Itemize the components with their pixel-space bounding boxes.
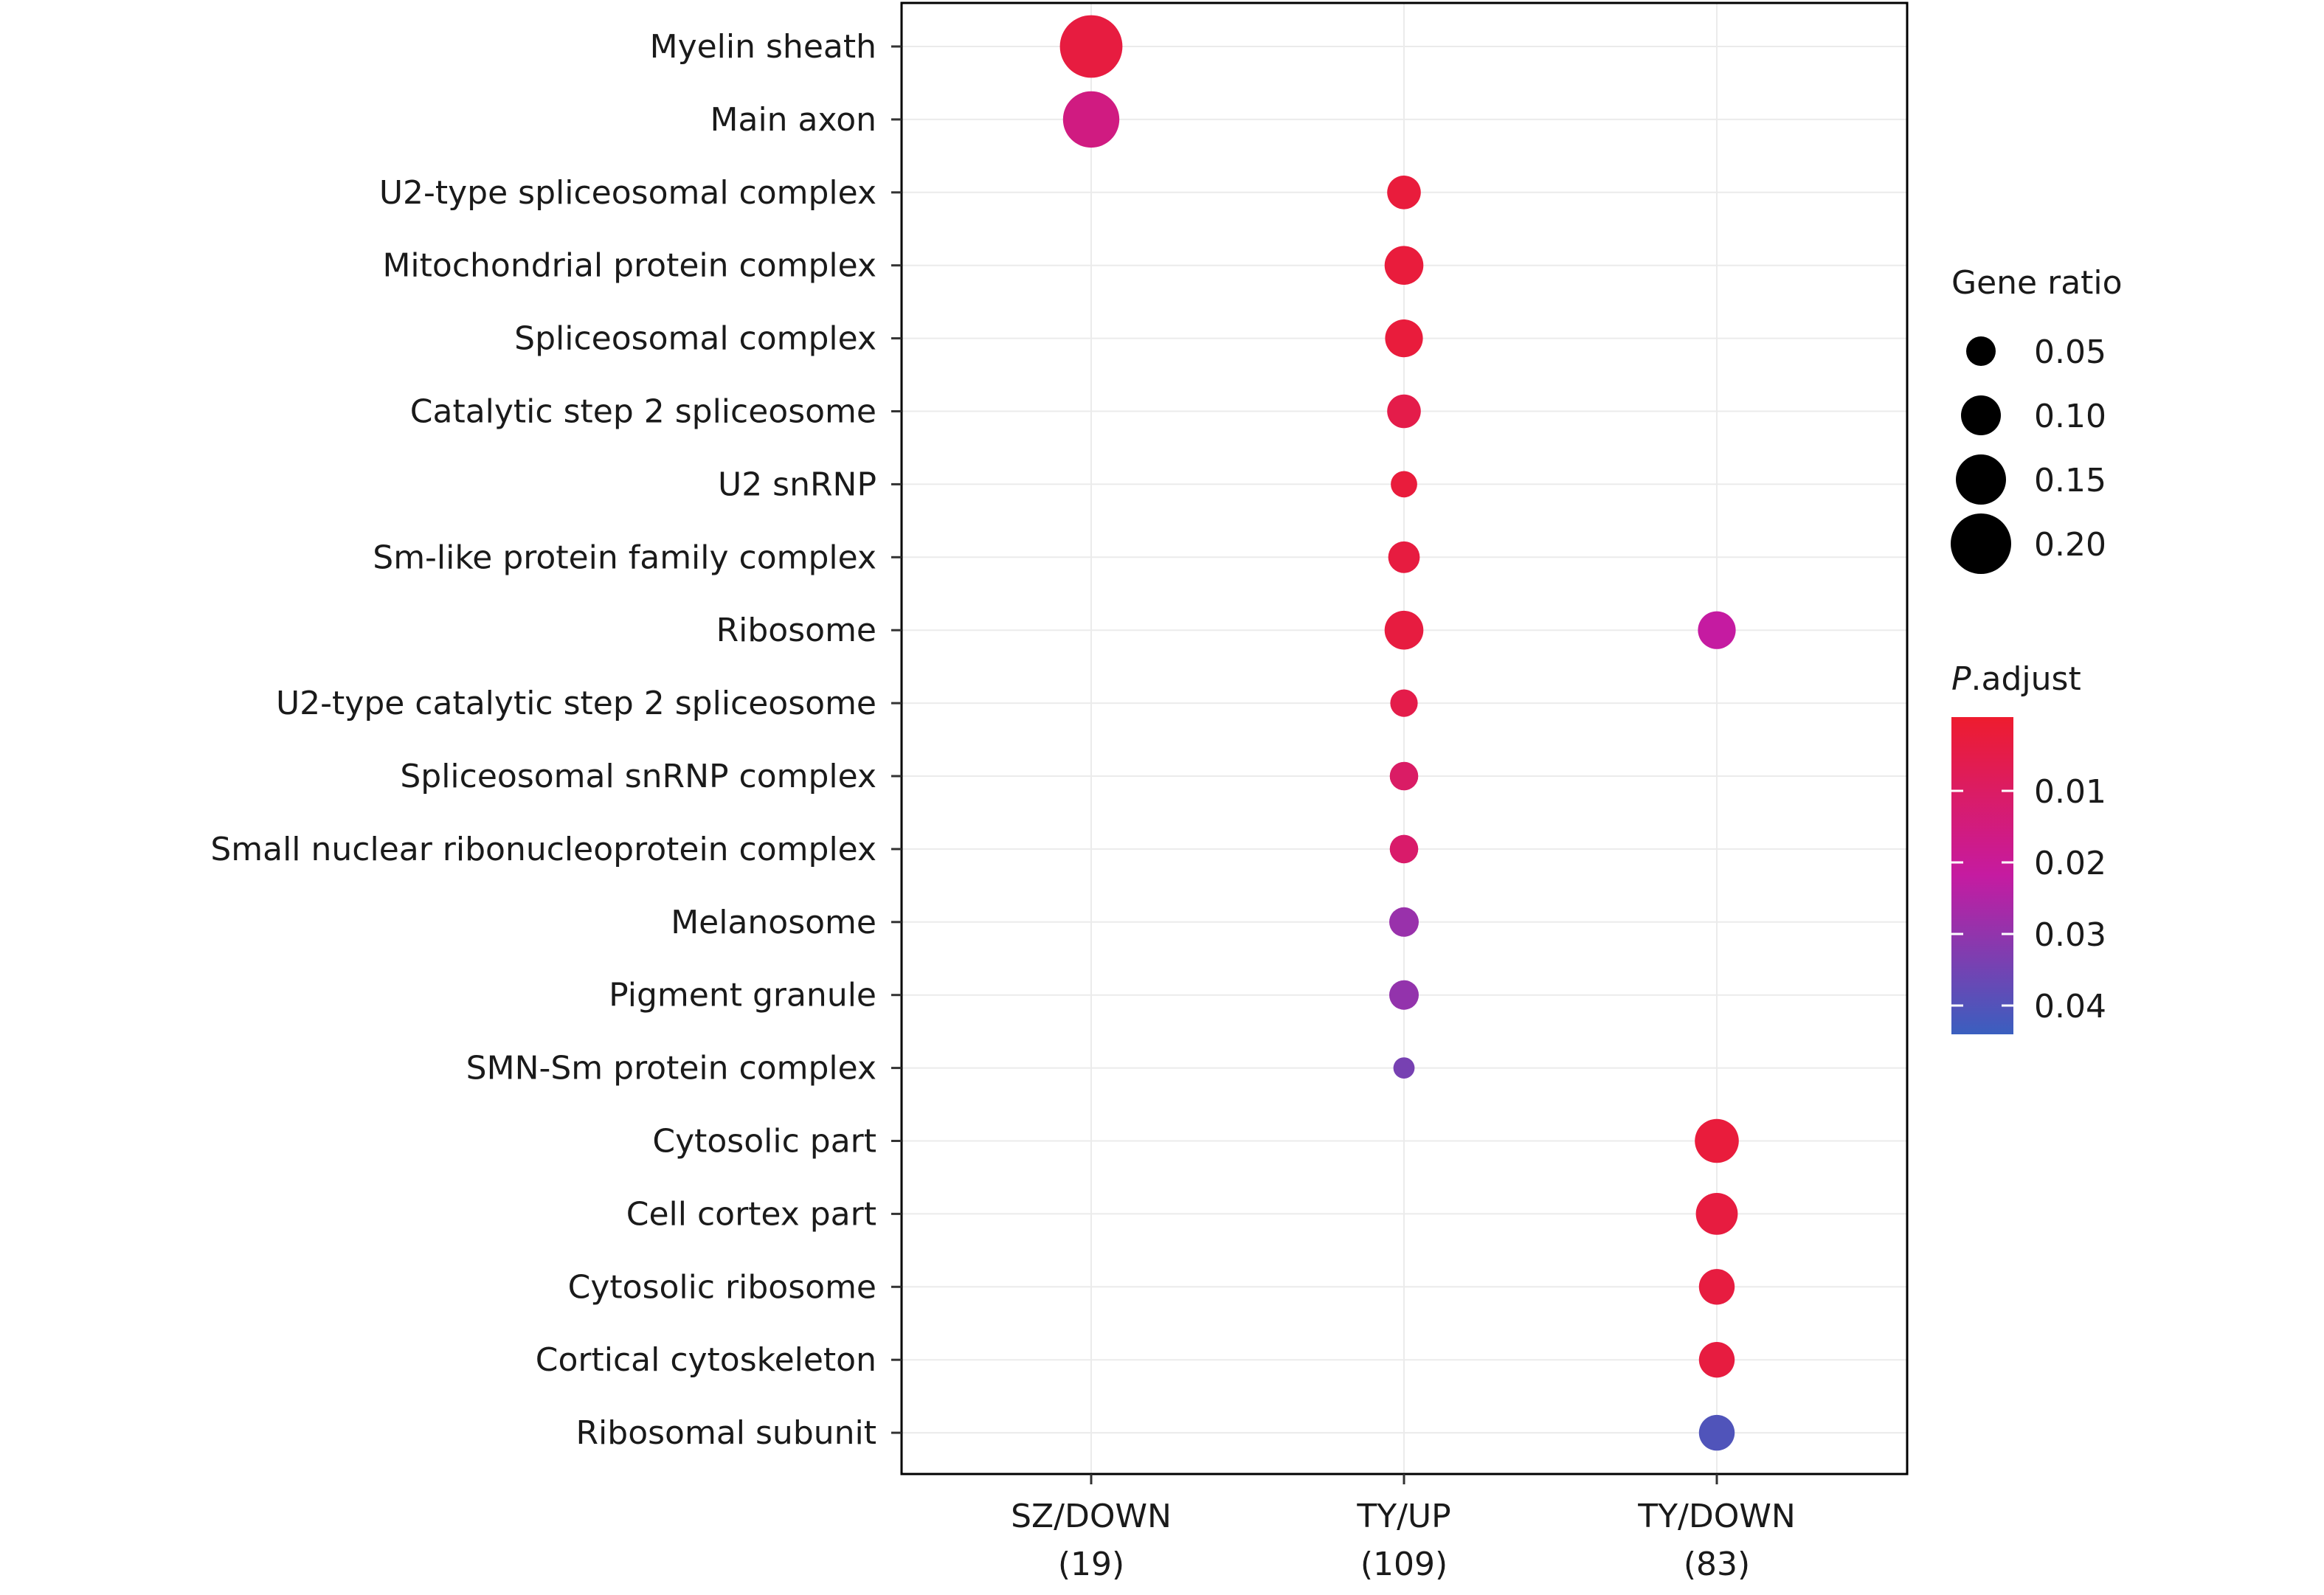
y-tick-label: Cell cortex part: [626, 1195, 876, 1233]
y-tick-label: Spliceosomal snRNP complex: [400, 758, 876, 795]
x-tick-label: TY/DOWN: [1637, 1498, 1796, 1535]
y-tick-label: Ribosome: [716, 612, 876, 649]
data-point: [1391, 471, 1417, 498]
data-point: [1698, 1342, 1735, 1378]
data-point: [1389, 907, 1419, 937]
y-tick-label: Main axon: [710, 101, 876, 139]
data-point: [1389, 761, 1419, 791]
data-point: [1389, 834, 1419, 864]
y-tick-label: Cytosolic part: [652, 1123, 876, 1160]
y-tick-label: Spliceosomal complex: [514, 320, 876, 358]
colorbar-tick-label: 0.01: [2034, 773, 2106, 811]
size-legend-dot: [1961, 395, 2001, 435]
y-tick-label: Cortical cytoskeleton: [536, 1341, 876, 1379]
size-legend-dot: [1951, 513, 2011, 574]
y-tick-label: Mitochondrial protein complex: [382, 247, 876, 285]
data-point: [1059, 15, 1123, 78]
x-axis: SZ/DOWN (19) TY/UP (109) TY/DOWN (83): [1011, 1474, 1796, 1583]
y-tick-label: SMN-Sm protein complex: [466, 1050, 876, 1087]
y-tick-label: Cytosolic ribosome: [568, 1268, 876, 1306]
x-tick-count: (109): [1360, 1546, 1448, 1583]
data-point: [1695, 1193, 1738, 1235]
data-point: [1388, 541, 1420, 573]
data-point: [1387, 175, 1421, 210]
y-tick-label: Pigment granule: [609, 977, 876, 1014]
y-tick-label: Sm-like protein family complex: [373, 539, 876, 576]
size-legend-title: Gene ratio: [1951, 264, 2123, 302]
colorbar: [1951, 717, 2013, 1034]
data-point: [1387, 394, 1421, 429]
y-tick-label: Catalytic step 2 spliceosome: [410, 393, 876, 431]
data-point: [1384, 246, 1424, 286]
y-tick-label: Ribosomal subunit: [575, 1414, 876, 1452]
colorbar-tick-label: 0.04: [2034, 988, 2106, 1025]
x-tick-label: TY/UP: [1356, 1498, 1450, 1535]
grid-lines: [902, 3, 1907, 1474]
data-point: [1698, 1269, 1735, 1305]
data-point: [1698, 1414, 1735, 1451]
size-legend-label: 0.10: [2034, 398, 2106, 435]
color-legend-title-italic: P: [1951, 660, 1971, 698]
y-axis: Myelin sheath Main axon U2-type spliceosom…: [210, 28, 902, 1452]
size-legend-label: 0.05: [2034, 333, 2106, 371]
color-legend-title: P.adjust: [1951, 660, 2081, 698]
data-point: [1062, 91, 1120, 148]
data-point: [1389, 980, 1419, 1010]
y-tick-label: U2-type catalytic step 2 spliceosome: [276, 685, 876, 722]
data-point: [1698, 611, 1736, 649]
data-point: [1695, 1118, 1739, 1163]
data-point: [1390, 689, 1418, 717]
size-legend-label: 0.15: [2034, 462, 2106, 499]
y-tick-label: U2 snRNP: [718, 466, 876, 503]
color-legend: P.adjust 0.01 0.02 0.03 0.04: [1951, 660, 2106, 1034]
x-tick-label: SZ/DOWN: [1011, 1498, 1172, 1535]
data-points: [1059, 15, 1739, 1451]
size-legend-dot: [1956, 454, 2006, 505]
data-point: [1385, 319, 1423, 358]
data-point: [1384, 610, 1424, 650]
x-tick-count: (19): [1058, 1546, 1124, 1583]
color-legend-title-rest: .adjust: [1971, 660, 2081, 698]
size-legend-label: 0.20: [2034, 526, 2106, 564]
y-tick-label: Small nuclear ribonucleoprotein complex: [210, 831, 876, 868]
colorbar-tick-label: 0.02: [2034, 845, 2106, 882]
y-tick-label: U2-type spliceosomal complex: [379, 174, 876, 212]
data-point: [1393, 1057, 1415, 1079]
size-legend-dot: [1966, 336, 1996, 366]
size-legend: Gene ratio 0.05 0.10 0.15 0.20: [1951, 264, 2123, 574]
x-tick-count: (83): [1684, 1546, 1750, 1583]
y-tick-label: Melanosome: [671, 904, 876, 941]
colorbar-tick-label: 0.03: [2034, 916, 2106, 954]
y-tick-label: Myelin sheath: [650, 28, 876, 66]
